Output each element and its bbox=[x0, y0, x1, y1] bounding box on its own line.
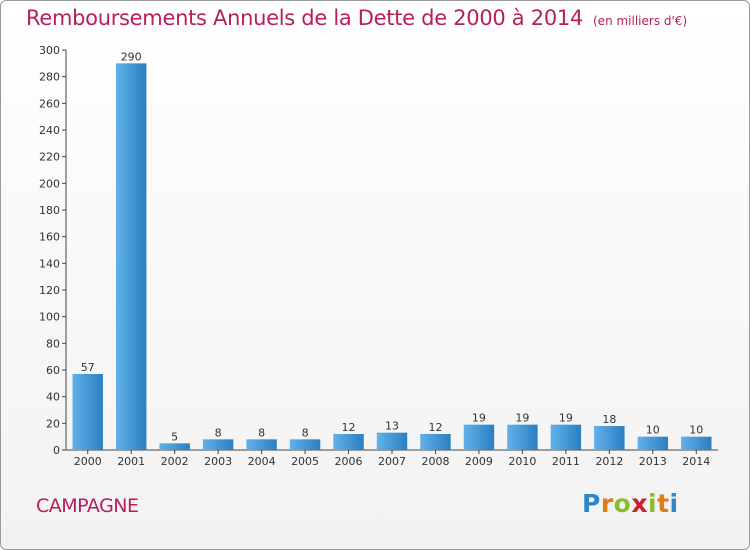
x-tick-label-2000: 2000 bbox=[74, 455, 102, 468]
bar-2011 bbox=[550, 424, 582, 450]
chart-unit: (en milliers d'€) bbox=[593, 14, 688, 28]
chart-title-text: Remboursements Annuels de la Dette de 20… bbox=[26, 6, 583, 30]
bar-2002 bbox=[159, 443, 190, 450]
bar-2006 bbox=[333, 434, 364, 450]
logo-letter: r bbox=[600, 489, 614, 518]
bar-2010 bbox=[507, 424, 538, 450]
data-label-2012: 18 bbox=[602, 413, 616, 426]
bar-2009 bbox=[463, 424, 495, 450]
data-label-2009: 19 bbox=[472, 412, 486, 425]
data-label-2004: 8 bbox=[258, 426, 265, 439]
y-tick-label: 280 bbox=[39, 71, 60, 84]
bar-2003 bbox=[202, 439, 234, 450]
bar-2000 bbox=[72, 374, 103, 450]
x-tick-label-2013: 2013 bbox=[639, 455, 667, 468]
x-tick-label-2002: 2002 bbox=[161, 455, 189, 468]
y-tick-label: 180 bbox=[39, 204, 60, 217]
x-tick-label-2007: 2007 bbox=[378, 455, 406, 468]
data-label-2014: 10 bbox=[689, 424, 703, 437]
y-tick-label: 300 bbox=[39, 44, 60, 57]
y-tick-label: 140 bbox=[39, 257, 60, 270]
logo-letter: x bbox=[631, 489, 648, 518]
data-label-2010: 19 bbox=[515, 412, 529, 425]
bar-2001 bbox=[115, 63, 147, 450]
data-label-2005: 8 bbox=[302, 426, 309, 439]
data-label-2008: 12 bbox=[428, 421, 442, 434]
bar-2008 bbox=[420, 434, 451, 450]
bar-2012 bbox=[594, 426, 625, 450]
logo-letter: i bbox=[648, 489, 658, 518]
y-tick-label: 240 bbox=[39, 124, 60, 137]
x-tick-label-2003: 2003 bbox=[204, 455, 232, 468]
y-tick-label: 160 bbox=[39, 231, 60, 244]
x-tick-label-2008: 2008 bbox=[421, 455, 449, 468]
data-label-2000: 57 bbox=[81, 361, 95, 374]
x-tick-label-2001: 2001 bbox=[117, 455, 145, 468]
y-tick-label: 120 bbox=[39, 284, 60, 297]
x-tick-label-2014: 2014 bbox=[682, 455, 710, 468]
y-tick-label: 20 bbox=[46, 417, 60, 430]
y-tick-label: 200 bbox=[39, 177, 60, 190]
bar-2014 bbox=[681, 436, 712, 450]
y-tick-label: 60 bbox=[46, 364, 60, 377]
data-label-2003: 8 bbox=[215, 426, 222, 439]
y-tick-label: 40 bbox=[46, 391, 60, 404]
bar-2007 bbox=[376, 432, 408, 450]
chart-title: Remboursements Annuels de la Dette de 20… bbox=[26, 6, 687, 30]
data-label-2001: 290 bbox=[121, 50, 142, 63]
y-tick-label: 80 bbox=[46, 337, 60, 350]
data-label-2011: 19 bbox=[559, 412, 573, 425]
logo-letter: t bbox=[657, 489, 670, 518]
proxiti-logo: Proxiti bbox=[582, 489, 679, 518]
bar-2013 bbox=[637, 436, 669, 450]
y-tick-label: 220 bbox=[39, 151, 60, 164]
x-tick-label-2012: 2012 bbox=[595, 455, 623, 468]
x-tick-label-2005: 2005 bbox=[291, 455, 319, 468]
x-tick-label-2011: 2011 bbox=[552, 455, 580, 468]
y-tick-label: 260 bbox=[39, 97, 60, 110]
x-tick-label-2009: 2009 bbox=[465, 455, 493, 468]
y-tick-label: 0 bbox=[53, 444, 60, 457]
bar-2004 bbox=[246, 439, 277, 450]
town-name: CAMPAGNE bbox=[36, 495, 139, 517]
x-tick-label-2006: 2006 bbox=[335, 455, 363, 468]
data-label-2002: 5 bbox=[171, 430, 178, 443]
data-label-2013: 10 bbox=[646, 424, 660, 437]
logo-letter: P bbox=[582, 489, 601, 518]
data-label-2007: 13 bbox=[385, 420, 399, 433]
x-tick-label-2004: 2004 bbox=[248, 455, 276, 468]
x-tick-label-2010: 2010 bbox=[508, 455, 536, 468]
y-tick-label: 100 bbox=[39, 311, 60, 324]
logo-letter: i bbox=[669, 489, 679, 518]
logo-letter: o bbox=[613, 489, 632, 518]
bar-2005 bbox=[289, 439, 321, 450]
data-label-2006: 12 bbox=[342, 421, 356, 434]
